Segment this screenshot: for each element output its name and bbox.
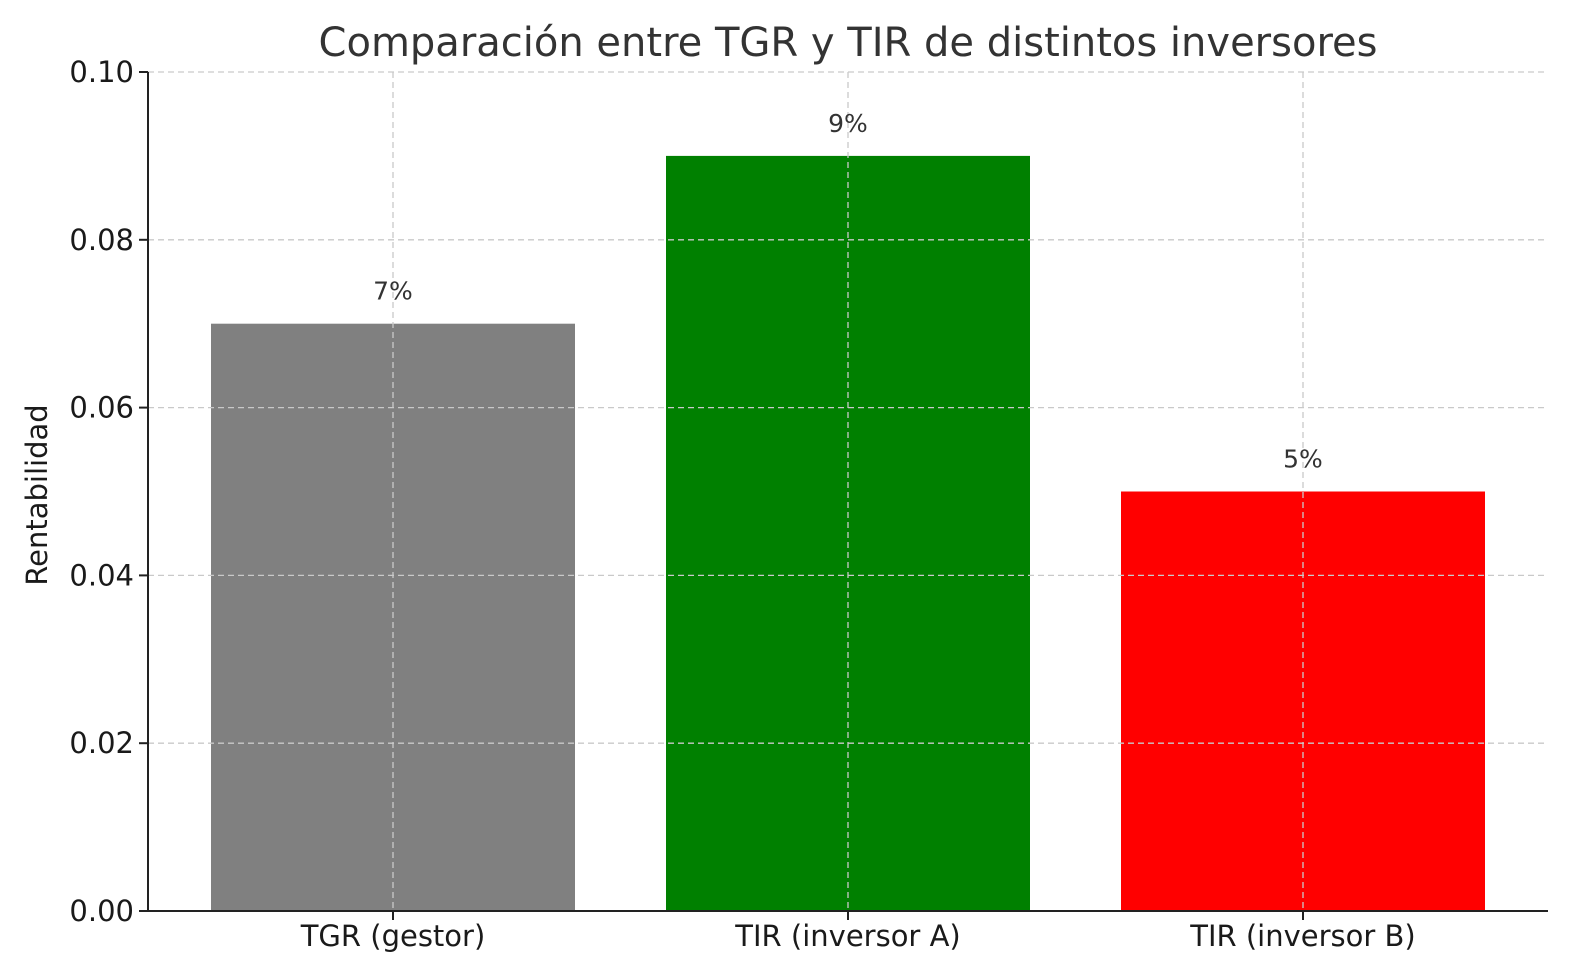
x-tick-label: TIR (inversor B) — [1189, 919, 1416, 953]
y-tick-label: 0.00 — [69, 894, 134, 928]
data-labels: 7% 9% 5% — [373, 109, 1323, 474]
y-tick-label: 0.02 — [69, 726, 134, 760]
y-axis-label: Rentabilidad — [20, 404, 54, 585]
bar-value-label: 9% — [828, 109, 868, 138]
bar-value-label: 7% — [373, 277, 413, 306]
y-tick-label: 0.08 — [69, 223, 134, 257]
bar-value-label: 5% — [1283, 445, 1323, 474]
y-tick-label: 0.06 — [69, 391, 134, 425]
grid — [148, 71, 1548, 911]
x-tick-label: TIR (inversor A) — [734, 919, 960, 953]
ticks: 0.00 0.02 0.04 0.06 0.08 0.10 TGR (gestor) TIR … — [69, 55, 1415, 953]
y-tick-label: 0.10 — [69, 55, 134, 89]
x-tick-label: TGR (gestor) — [300, 919, 486, 953]
bar — [1121, 491, 1485, 911]
chart-title: Comparación entre TGR y TIR de distintos… — [319, 20, 1378, 66]
y-tick-label: 0.04 — [69, 558, 134, 592]
